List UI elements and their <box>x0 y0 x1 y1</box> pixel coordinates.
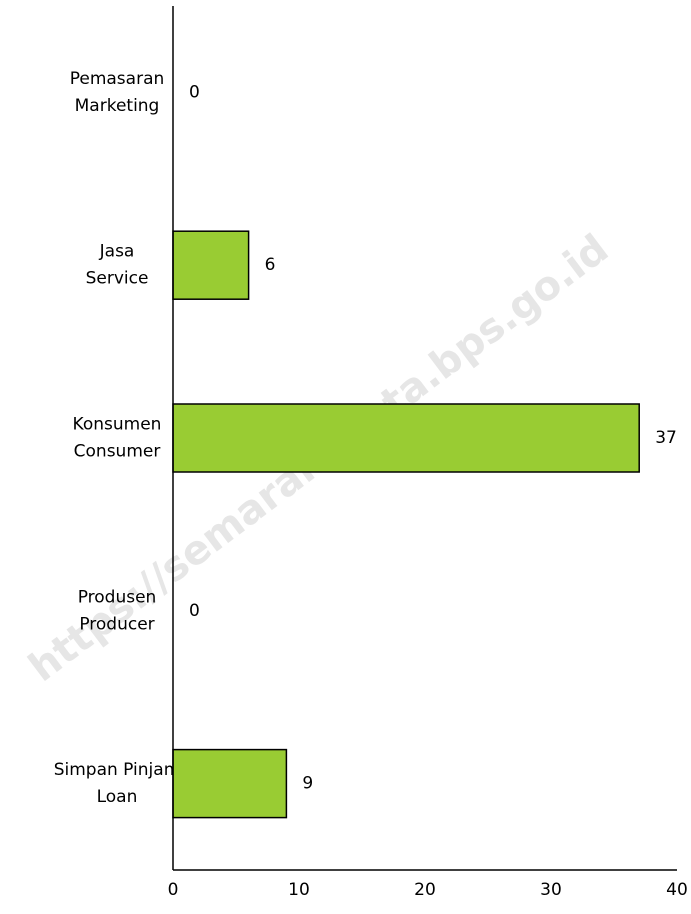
y-tick-label: Producer <box>79 614 154 634</box>
bar <box>172 748 288 819</box>
bar <box>172 403 640 473</box>
value-label: 37 <box>655 428 677 448</box>
y-tick-label: Marketing <box>75 96 160 116</box>
x-tick-label: 0 <box>168 880 179 900</box>
y-tick-label: Service <box>86 269 149 289</box>
bar <box>172 230 250 300</box>
x-tick-label: 30 <box>540 880 562 900</box>
y-tick-label: Loan <box>97 787 138 807</box>
y-tick-label: Konsumen <box>73 415 162 435</box>
value-label: 9 <box>302 774 313 794</box>
value-label: 6 <box>265 255 276 275</box>
x-tick-label: 20 <box>414 880 436 900</box>
y-tick-label: Produsen <box>78 587 157 607</box>
value-label: 0 <box>189 601 200 621</box>
y-tick-label: Jasa <box>99 242 135 262</box>
y-tick-label: Consumer <box>74 442 161 462</box>
x-tick-label: 10 <box>288 880 310 900</box>
y-tick-label: Pemasaran <box>70 69 165 89</box>
y-tick-label: Simpan Pinjam <box>54 760 181 780</box>
value-label: 0 <box>189 82 200 102</box>
x-tick-label: 40 <box>666 880 688 900</box>
